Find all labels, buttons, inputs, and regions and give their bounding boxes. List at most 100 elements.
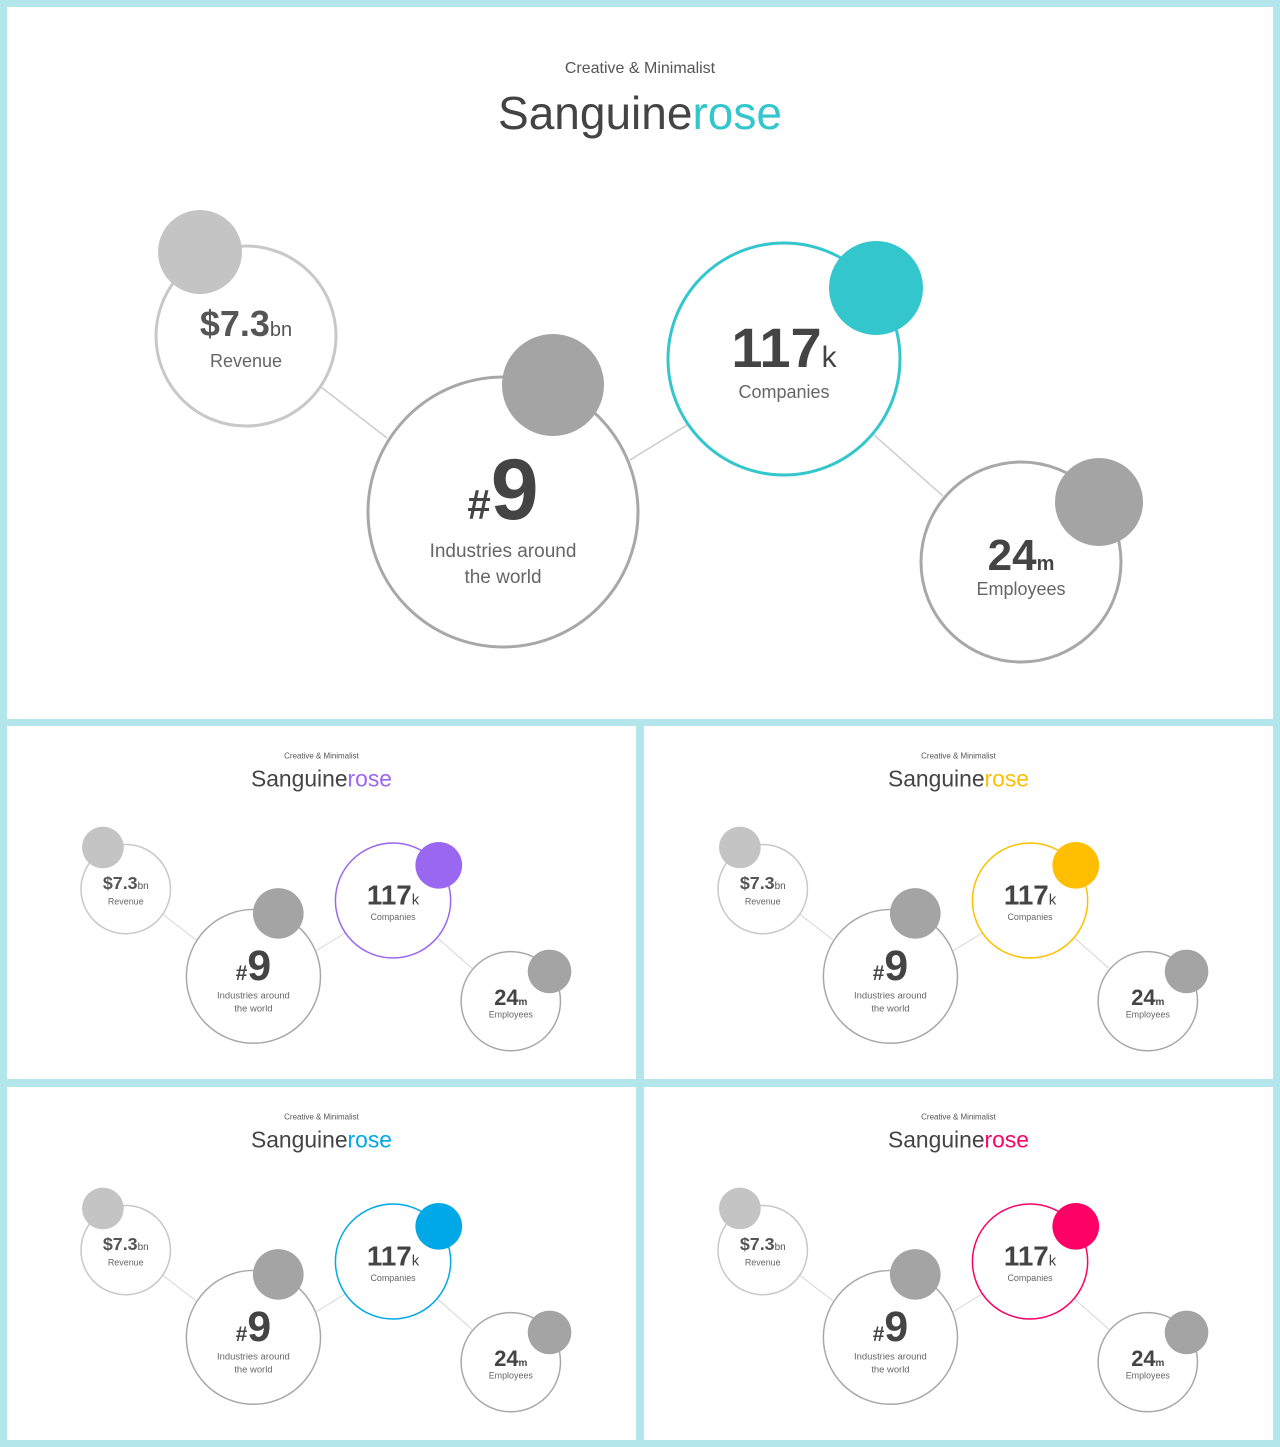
revenue-dot (719, 826, 761, 869)
companies-figure: 117k (1004, 880, 1057, 911)
connector-line (162, 914, 197, 940)
title-sanguine: Sanguine (251, 1127, 348, 1153)
revenue-figure: $7.3bn (740, 1234, 786, 1254)
revenue-dot (158, 210, 242, 294)
companies-figure: 117k (367, 1241, 420, 1272)
revenue-label: Revenue (745, 896, 781, 906)
industries-prefix: # (236, 1323, 248, 1346)
employees-label: Employees (976, 579, 1065, 599)
revenue-figure: $7.3bn (103, 1234, 149, 1254)
companies-dot (829, 241, 923, 335)
connector-line (953, 932, 983, 951)
slide-title: Sanguinerose (498, 87, 782, 139)
employees-stat: 24m Employees (460, 949, 572, 1052)
slide-subtitle: Creative & Minimalist (921, 752, 996, 761)
companies-stat: 117k Companies (971, 1203, 1100, 1320)
industries-value: 9 (247, 942, 271, 990)
employees-dot (1164, 949, 1209, 994)
companies-dot (1052, 1203, 1100, 1250)
connector-line (1074, 1298, 1110, 1330)
industries-stat: #9 Industries around the world (185, 1249, 322, 1406)
revenue-value: $7.3 (740, 1234, 775, 1254)
employees-value: 24 (988, 531, 1037, 580)
title-rose: rose (985, 1127, 1029, 1153)
industries-label-line2: the world (871, 1003, 909, 1014)
employees-stat: 24m Employees (1097, 949, 1209, 1052)
slide-blue: Creative & Minimalist Sanguinerose $7.3b… (7, 1087, 636, 1440)
employees-value: 24 (494, 985, 519, 1010)
companies-value: 117 (367, 880, 412, 911)
employees-dot (1164, 1310, 1209, 1355)
industries-label-line1: Industries around (854, 1351, 927, 1362)
slide-title: Sanguinerose (888, 1127, 1029, 1153)
companies-figure: 117k (731, 316, 837, 379)
employees-label: Employees (1126, 1010, 1171, 1020)
revenue-value: $7.3 (103, 873, 138, 893)
revenue-dot (719, 1187, 761, 1230)
revenue-unit: bn (270, 319, 292, 341)
connector-line (1074, 937, 1110, 969)
slide-subtitle: Creative & Minimalist (284, 752, 359, 761)
employees-unit: m (519, 997, 528, 1008)
industries-dot (889, 888, 941, 939)
connector-line (316, 1293, 346, 1312)
title-sanguine: Sanguine (251, 766, 348, 792)
companies-value: 117 (731, 316, 821, 379)
revenue-figure: $7.3bn (103, 873, 149, 893)
connector-line (162, 1275, 197, 1301)
slide-yellow: Creative & Minimalist Sanguinerose $7.3b… (644, 726, 1273, 1079)
companies-label: Companies (738, 382, 829, 402)
slide-title: Sanguinerose (888, 766, 1029, 792)
revenue-value: $7.3 (103, 1234, 138, 1254)
employees-stat: 24m Employees (460, 1310, 572, 1413)
industries-stat: #9 Industries around the world (185, 888, 322, 1045)
employees-figure: 24m (494, 985, 527, 1010)
title-rose: rose (985, 766, 1029, 792)
industries-stat: #9 Industries around the world (822, 888, 959, 1045)
connector-line (799, 1275, 834, 1301)
companies-unit: k (1049, 892, 1057, 908)
employees-unit: m (519, 1358, 528, 1369)
companies-unit: k (412, 892, 420, 908)
revenue-stat: $7.3bn Revenue (717, 1187, 809, 1296)
connector-line (953, 1293, 983, 1312)
industries-value: 9 (247, 1303, 271, 1351)
infographic-canvas: Creative & Minimalist Sanguinerose $7.3b… (717, 752, 1209, 1052)
title-sanguine: Sanguine (888, 766, 985, 792)
industries-label-line1: Industries around (854, 990, 927, 1001)
industries-prefix: # (873, 1323, 885, 1346)
title-rose: rose (692, 87, 781, 139)
infographic-canvas: Creative & Minimalist Sanguinerose $7.3b… (717, 1113, 1209, 1413)
companies-stat: 117k Companies (334, 842, 463, 959)
industries-label-line1: Industries around (217, 1351, 290, 1362)
connector-line (320, 386, 388, 439)
employees-label: Employees (1126, 1371, 1171, 1381)
industries-figure: #9 (236, 1303, 271, 1351)
employees-unit: m (1037, 553, 1055, 575)
employees-dot (527, 949, 572, 994)
companies-unit: k (412, 1253, 420, 1269)
revenue-stat: $7.3bn Revenue (154, 210, 338, 428)
companies-stat: 117k Companies (666, 241, 923, 477)
revenue-figure: $7.3bn (200, 303, 292, 344)
revenue-label: Revenue (210, 351, 282, 371)
companies-value: 117 (1004, 1241, 1049, 1272)
revenue-dot (82, 1187, 124, 1230)
industries-value: 9 (491, 442, 539, 538)
companies-unit: k (822, 341, 838, 374)
connector-line (799, 914, 834, 940)
companies-figure: 117k (1004, 1241, 1057, 1272)
slide-teal-large: Creative & Minimalist Sanguinerose $7.3b… (7, 7, 1273, 719)
employees-figure: 24m (1131, 1346, 1164, 1371)
slide-title: Sanguinerose (251, 766, 392, 792)
title-sanguine: Sanguine (498, 87, 692, 139)
companies-stat: 117k Companies (971, 842, 1100, 959)
revenue-value: $7.3 (200, 303, 270, 344)
employees-label: Employees (489, 1371, 534, 1381)
revenue-label: Revenue (108, 896, 144, 906)
companies-label: Companies (370, 1273, 416, 1283)
industries-figure: #9 (467, 442, 538, 538)
industries-dot (502, 334, 604, 436)
employees-value: 24 (1131, 1346, 1156, 1371)
industries-label-line2: the world (464, 567, 541, 588)
